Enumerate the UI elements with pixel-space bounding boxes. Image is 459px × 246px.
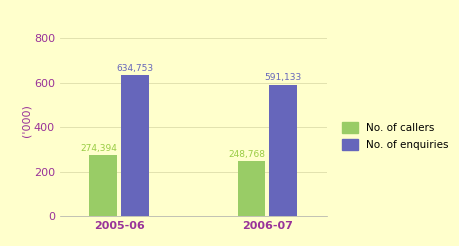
Bar xyxy=(237,161,265,216)
Bar xyxy=(269,85,297,216)
Text: 248,768: 248,768 xyxy=(228,150,264,159)
Text: 274,394: 274,394 xyxy=(80,144,117,153)
Y-axis label: ('000): ('000) xyxy=(21,104,31,137)
Bar xyxy=(121,75,148,216)
Text: 591,133: 591,133 xyxy=(264,73,301,82)
Bar xyxy=(89,155,117,216)
Legend: No. of callers, No. of enquiries: No. of callers, No. of enquiries xyxy=(342,122,448,150)
Text: 634,753: 634,753 xyxy=(116,64,153,73)
